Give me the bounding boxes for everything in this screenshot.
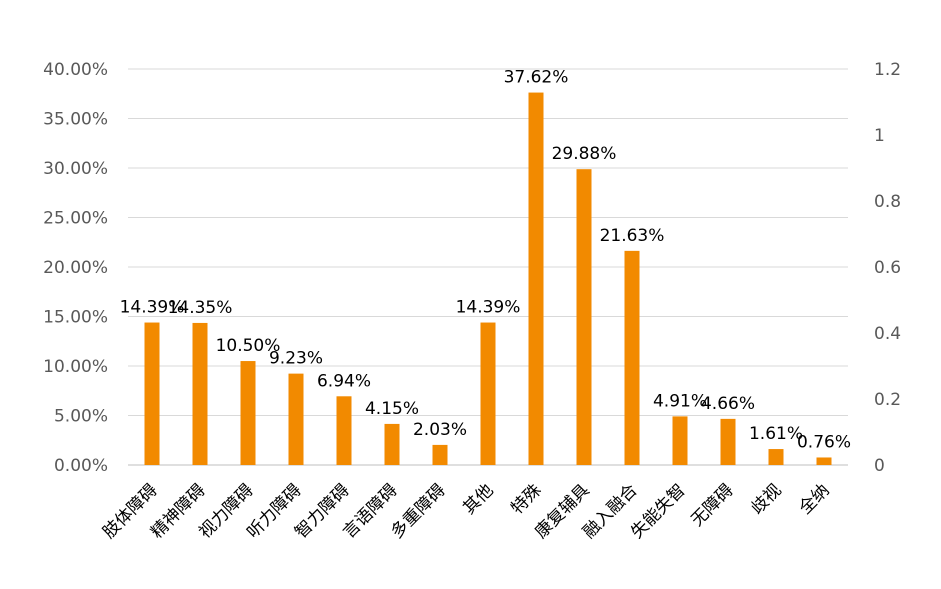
bar [768, 449, 784, 465]
data-label: 9.23% [269, 349, 323, 369]
y-left-tick-label: 0.00% [54, 456, 108, 476]
bar [720, 418, 736, 465]
right-y-axis: 0 0.2 0.4 0.6 0.8 1 1.2 [874, 60, 901, 476]
y-left-tick-label: 20.00% [43, 258, 108, 278]
y-left-tick-label: 30.00% [43, 159, 108, 179]
bar [672, 416, 688, 465]
category-label: 其他 [459, 480, 497, 518]
y-right-tick-label: 0 [874, 456, 885, 476]
data-label: 10.50% [216, 336, 281, 356]
category-label: 全纳 [795, 480, 833, 518]
bar [192, 322, 208, 465]
bar [816, 457, 832, 465]
y-right-tick-label: 0.8 [874, 192, 901, 212]
data-label: 14.39% [120, 298, 185, 318]
bar [480, 322, 496, 465]
bar [528, 92, 544, 465]
y-left-tick-label: 40.00% [43, 60, 108, 80]
bar [432, 444, 448, 465]
data-label: 4.15% [365, 399, 419, 419]
y-right-tick-label: 0.4 [874, 324, 901, 344]
data-label: 4.66% [701, 394, 755, 414]
bar [576, 169, 592, 466]
data-label: 6.94% [317, 371, 371, 391]
data-label: 4.91% [653, 391, 707, 411]
left-y-axis: 0.00% 5.00% 10.00% 15.00% 20.00% 25.00% 30.00%… [43, 60, 108, 476]
category-label: 特殊 [507, 480, 545, 518]
data-label: 0.76% [797, 432, 851, 452]
data-label: 1.61% [749, 424, 803, 444]
y-right-tick-label: 1 [874, 126, 885, 146]
y-left-tick-label: 10.00% [43, 357, 108, 377]
data-label: 14.39% [456, 298, 521, 318]
data-labels: 14.39%14.35%10.50%9.23%6.94%4.15%2.03%14… [120, 68, 851, 453]
data-label: 14.35% [168, 298, 233, 318]
category-label: 歧视 [747, 480, 785, 518]
y-left-tick-label: 25.00% [43, 209, 108, 229]
y-right-tick-label: 1.2 [874, 60, 901, 80]
bar [624, 250, 640, 465]
bar [144, 322, 160, 465]
bars [144, 92, 832, 466]
y-left-tick-label: 5.00% [54, 407, 108, 427]
bar [384, 423, 400, 465]
bar [288, 373, 304, 465]
bar [240, 361, 256, 465]
data-label: 2.03% [413, 420, 467, 440]
data-label: 21.63% [600, 226, 665, 246]
data-label: 37.62% [504, 68, 569, 88]
category-label: 无障碍 [687, 480, 737, 530]
bar [336, 396, 352, 465]
data-label: 29.88% [552, 144, 617, 164]
y-left-tick-label: 15.00% [43, 308, 108, 328]
y-right-tick-label: 0.2 [874, 390, 901, 410]
y-right-tick-label: 0.6 [874, 258, 901, 278]
y-left-tick-label: 35.00% [43, 110, 108, 130]
